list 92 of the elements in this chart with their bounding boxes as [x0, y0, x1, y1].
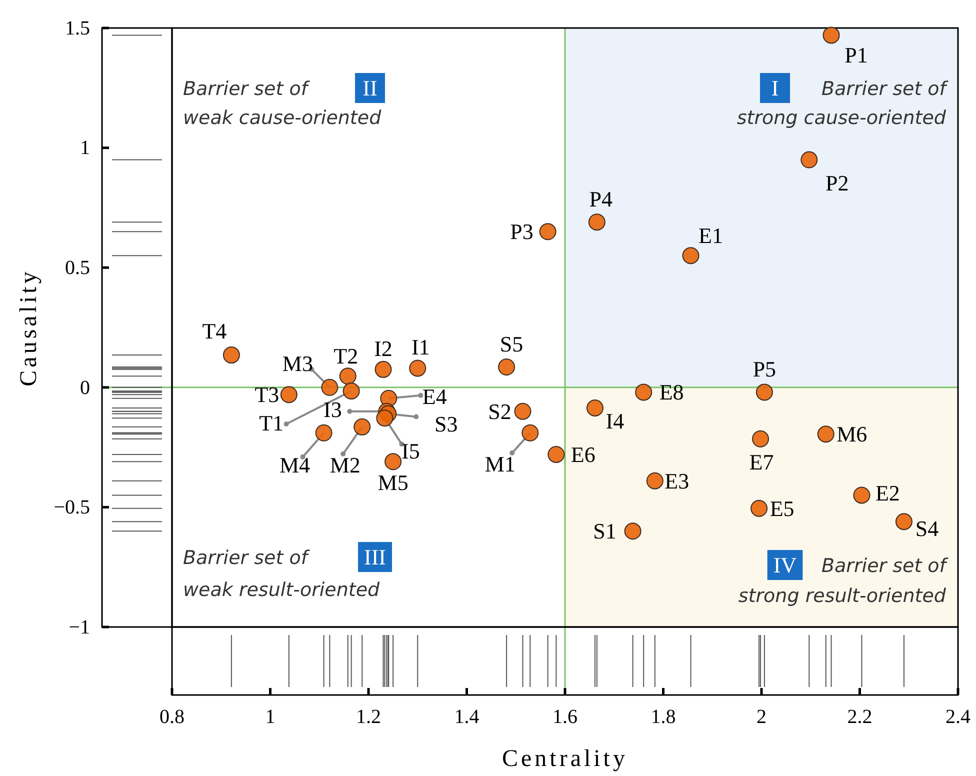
point — [853, 486, 870, 504]
point — [339, 368, 356, 385]
point — [315, 424, 332, 442]
x-tick-label: 2 — [756, 706, 766, 728]
annotation: I4 — [606, 408, 624, 434]
annotation: S4 — [915, 516, 939, 542]
annotation: T2 — [334, 344, 358, 369]
annotation: E4 — [422, 384, 447, 409]
y-tick-label: 0 — [80, 376, 90, 399]
point — [384, 453, 402, 470]
annotation: Barrier set of — [821, 555, 950, 577]
annotation: I5 — [402, 438, 420, 464]
annotation: E3 — [664, 468, 690, 494]
point — [817, 426, 834, 443]
y-tick-label: −0.5 — [54, 496, 90, 519]
annotation: P1 — [844, 42, 868, 68]
point — [354, 418, 371, 436]
annotation: weak result-oriented — [183, 579, 381, 601]
point — [498, 358, 516, 376]
annotation: E5 — [770, 496, 794, 521]
annotation: T4 — [202, 318, 227, 344]
annotation: S1 — [593, 518, 616, 544]
point — [586, 400, 604, 417]
annotation: E7 — [749, 449, 774, 474]
point — [280, 386, 298, 404]
annotation: Barrier set of — [821, 78, 950, 100]
annotation: M6 — [836, 422, 868, 447]
x-tick-label: 1.2 — [356, 706, 381, 728]
y-axis-title: Causality — [16, 268, 42, 386]
point — [321, 378, 338, 396]
annotation: strong cause-oriented — [736, 107, 947, 129]
annotation: weak cause-oriented — [183, 107, 382, 129]
point — [822, 26, 840, 44]
annotation: P4 — [589, 186, 613, 212]
annotation: I2 — [374, 336, 392, 361]
point — [539, 223, 556, 240]
annotation: M1 — [484, 451, 516, 476]
annotation: I3 — [324, 396, 342, 422]
y-tick-label: 1 — [80, 137, 90, 160]
annotation: M3 — [282, 350, 313, 376]
point — [682, 247, 700, 264]
annotation: S5 — [500, 332, 524, 357]
point — [376, 410, 394, 427]
x-tick-label: 1.8 — [650, 706, 676, 728]
annotation: I1 — [411, 334, 430, 360]
point — [522, 424, 539, 442]
point — [222, 346, 240, 364]
point — [752, 430, 770, 448]
annotation: E2 — [875, 480, 900, 506]
annotation: IV — [773, 552, 797, 578]
point — [374, 360, 392, 378]
x-tick-label: 1.4 — [454, 706, 480, 728]
point — [588, 214, 606, 231]
point — [624, 522, 642, 540]
x-tick-label: 2.4 — [946, 706, 970, 728]
point — [342, 382, 360, 400]
annotation: P5 — [752, 356, 776, 382]
x-axis-title: Centrality — [502, 746, 628, 772]
annotation: E6 — [570, 442, 596, 467]
annotation: E1 — [698, 223, 723, 248]
annotation: I — [771, 76, 779, 100]
point — [756, 384, 773, 401]
y-tick-label: 0.5 — [65, 257, 90, 279]
annotation: P3 — [510, 219, 534, 244]
point — [635, 384, 652, 401]
y-tick-label: −1 — [68, 616, 90, 638]
annotation: M5 — [378, 470, 408, 496]
annotation: S3 — [434, 411, 458, 436]
point — [514, 402, 532, 420]
annotation: II — [362, 76, 378, 100]
point — [800, 151, 818, 168]
annotation: E8 — [659, 380, 684, 405]
annotation: M4 — [280, 452, 310, 478]
x-tick-label: 0.8 — [160, 706, 184, 728]
annotation: Barrier set of — [183, 78, 311, 100]
point — [548, 446, 565, 463]
point — [409, 360, 426, 377]
annotation: III — [364, 544, 386, 570]
point — [895, 513, 912, 530]
point — [750, 500, 768, 517]
x-tick-label: 1.6 — [552, 706, 578, 728]
annotation: P2 — [826, 170, 849, 196]
annotation: M2 — [330, 452, 360, 478]
annotation: T1 — [259, 410, 284, 436]
y-tick-label: 1.5 — [65, 17, 90, 40]
annotation: S2 — [488, 398, 512, 424]
annotation: strong result-oriented — [738, 585, 947, 607]
x-tick-label: 2.2 — [847, 706, 872, 728]
x-tick-label: 1 — [265, 706, 276, 728]
point — [646, 472, 664, 490]
annotation: Barrier set of — [183, 547, 311, 569]
annotation: T3 — [254, 382, 280, 408]
